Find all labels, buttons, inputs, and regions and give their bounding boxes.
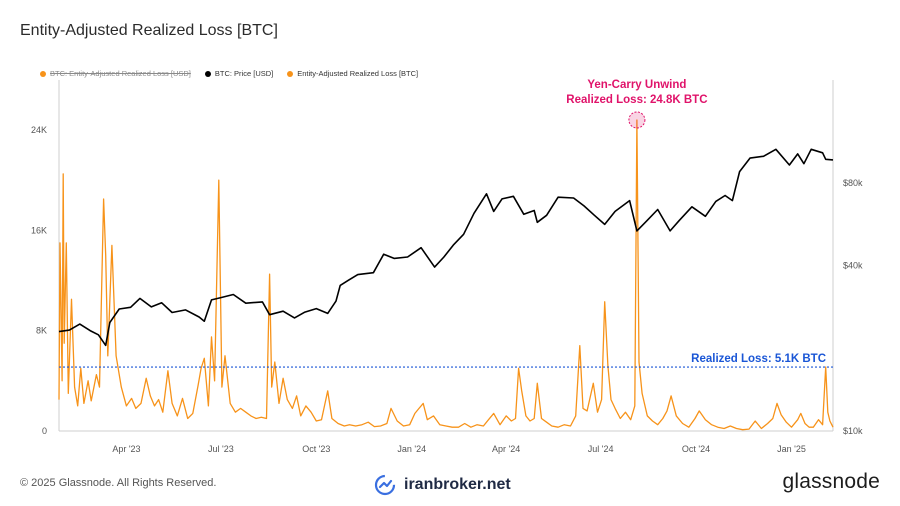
legend-item-btc-loss[interactable]: Entity-Adjusted Realized Loss [BTC]	[287, 69, 418, 78]
y-left-tick-label: 24K	[31, 125, 47, 135]
x-tick-label: Jan '24	[397, 444, 426, 454]
x-tick-label: Jan '25	[777, 444, 806, 454]
brand-logo-text: glassnode	[782, 470, 880, 493]
chart-title: Entity-Adjusted Realized Loss [BTC]	[20, 22, 278, 39]
watermark-text: iranbroker.net	[404, 476, 511, 493]
y-left-tick-label: 0	[42, 426, 47, 436]
spike-annotation-title: Yen-Carry Unwind	[587, 79, 686, 91]
y-right-tick-label: $40k	[843, 261, 863, 271]
y-left-tick-label: 8K	[36, 326, 47, 336]
x-tick-label: Oct '23	[302, 444, 330, 454]
legend-label-usd-loss: BTC: Entity-Adjusted Realized Loss [USD]	[50, 69, 191, 78]
y-left-tick-label: 16K	[31, 225, 47, 235]
chart-legend: BTC: Entity-Adjusted Realized Loss [USD]…	[40, 69, 418, 78]
watermark-logo-icon	[374, 474, 396, 496]
legend-item-price[interactable]: BTC: Price [USD]	[204, 69, 274, 78]
y-right-tick-label: $80k	[843, 178, 863, 188]
y-right-tick-label: $10k	[843, 426, 863, 436]
copyright-text: © 2025 Glassnode. All Rights Reserved.	[20, 477, 217, 489]
legend-dot-btc-loss	[287, 70, 294, 77]
x-tick-label: Jul '23	[208, 444, 234, 454]
spike-annotation-value: Realized Loss: 24.8K BTC	[566, 94, 707, 106]
legend-dot-usd-loss	[40, 70, 46, 77]
x-tick-label: Apr '24	[492, 444, 520, 454]
x-tick-label: Oct '24	[682, 444, 710, 454]
legend-dot-price	[204, 70, 211, 77]
legend-label-btc-loss: Entity-Adjusted Realized Loss [BTC]	[297, 69, 419, 78]
x-tick-label: Jul '24	[588, 444, 614, 454]
watermark: iranbroker.net	[374, 474, 511, 496]
spike-highlight-marker	[628, 111, 646, 129]
btc-price-line	[58, 148, 834, 347]
threshold-label: Realized Loss: 5.1K BTC	[691, 353, 826, 365]
x-tick-label: Apr '23	[112, 444, 140, 454]
legend-item-usd-loss[interactable]: BTC: Entity-Adjusted Realized Loss [USD]	[40, 69, 191, 78]
legend-label-price: BTC: Price [USD]	[214, 69, 274, 78]
realized-loss-line	[58, 119, 834, 431]
